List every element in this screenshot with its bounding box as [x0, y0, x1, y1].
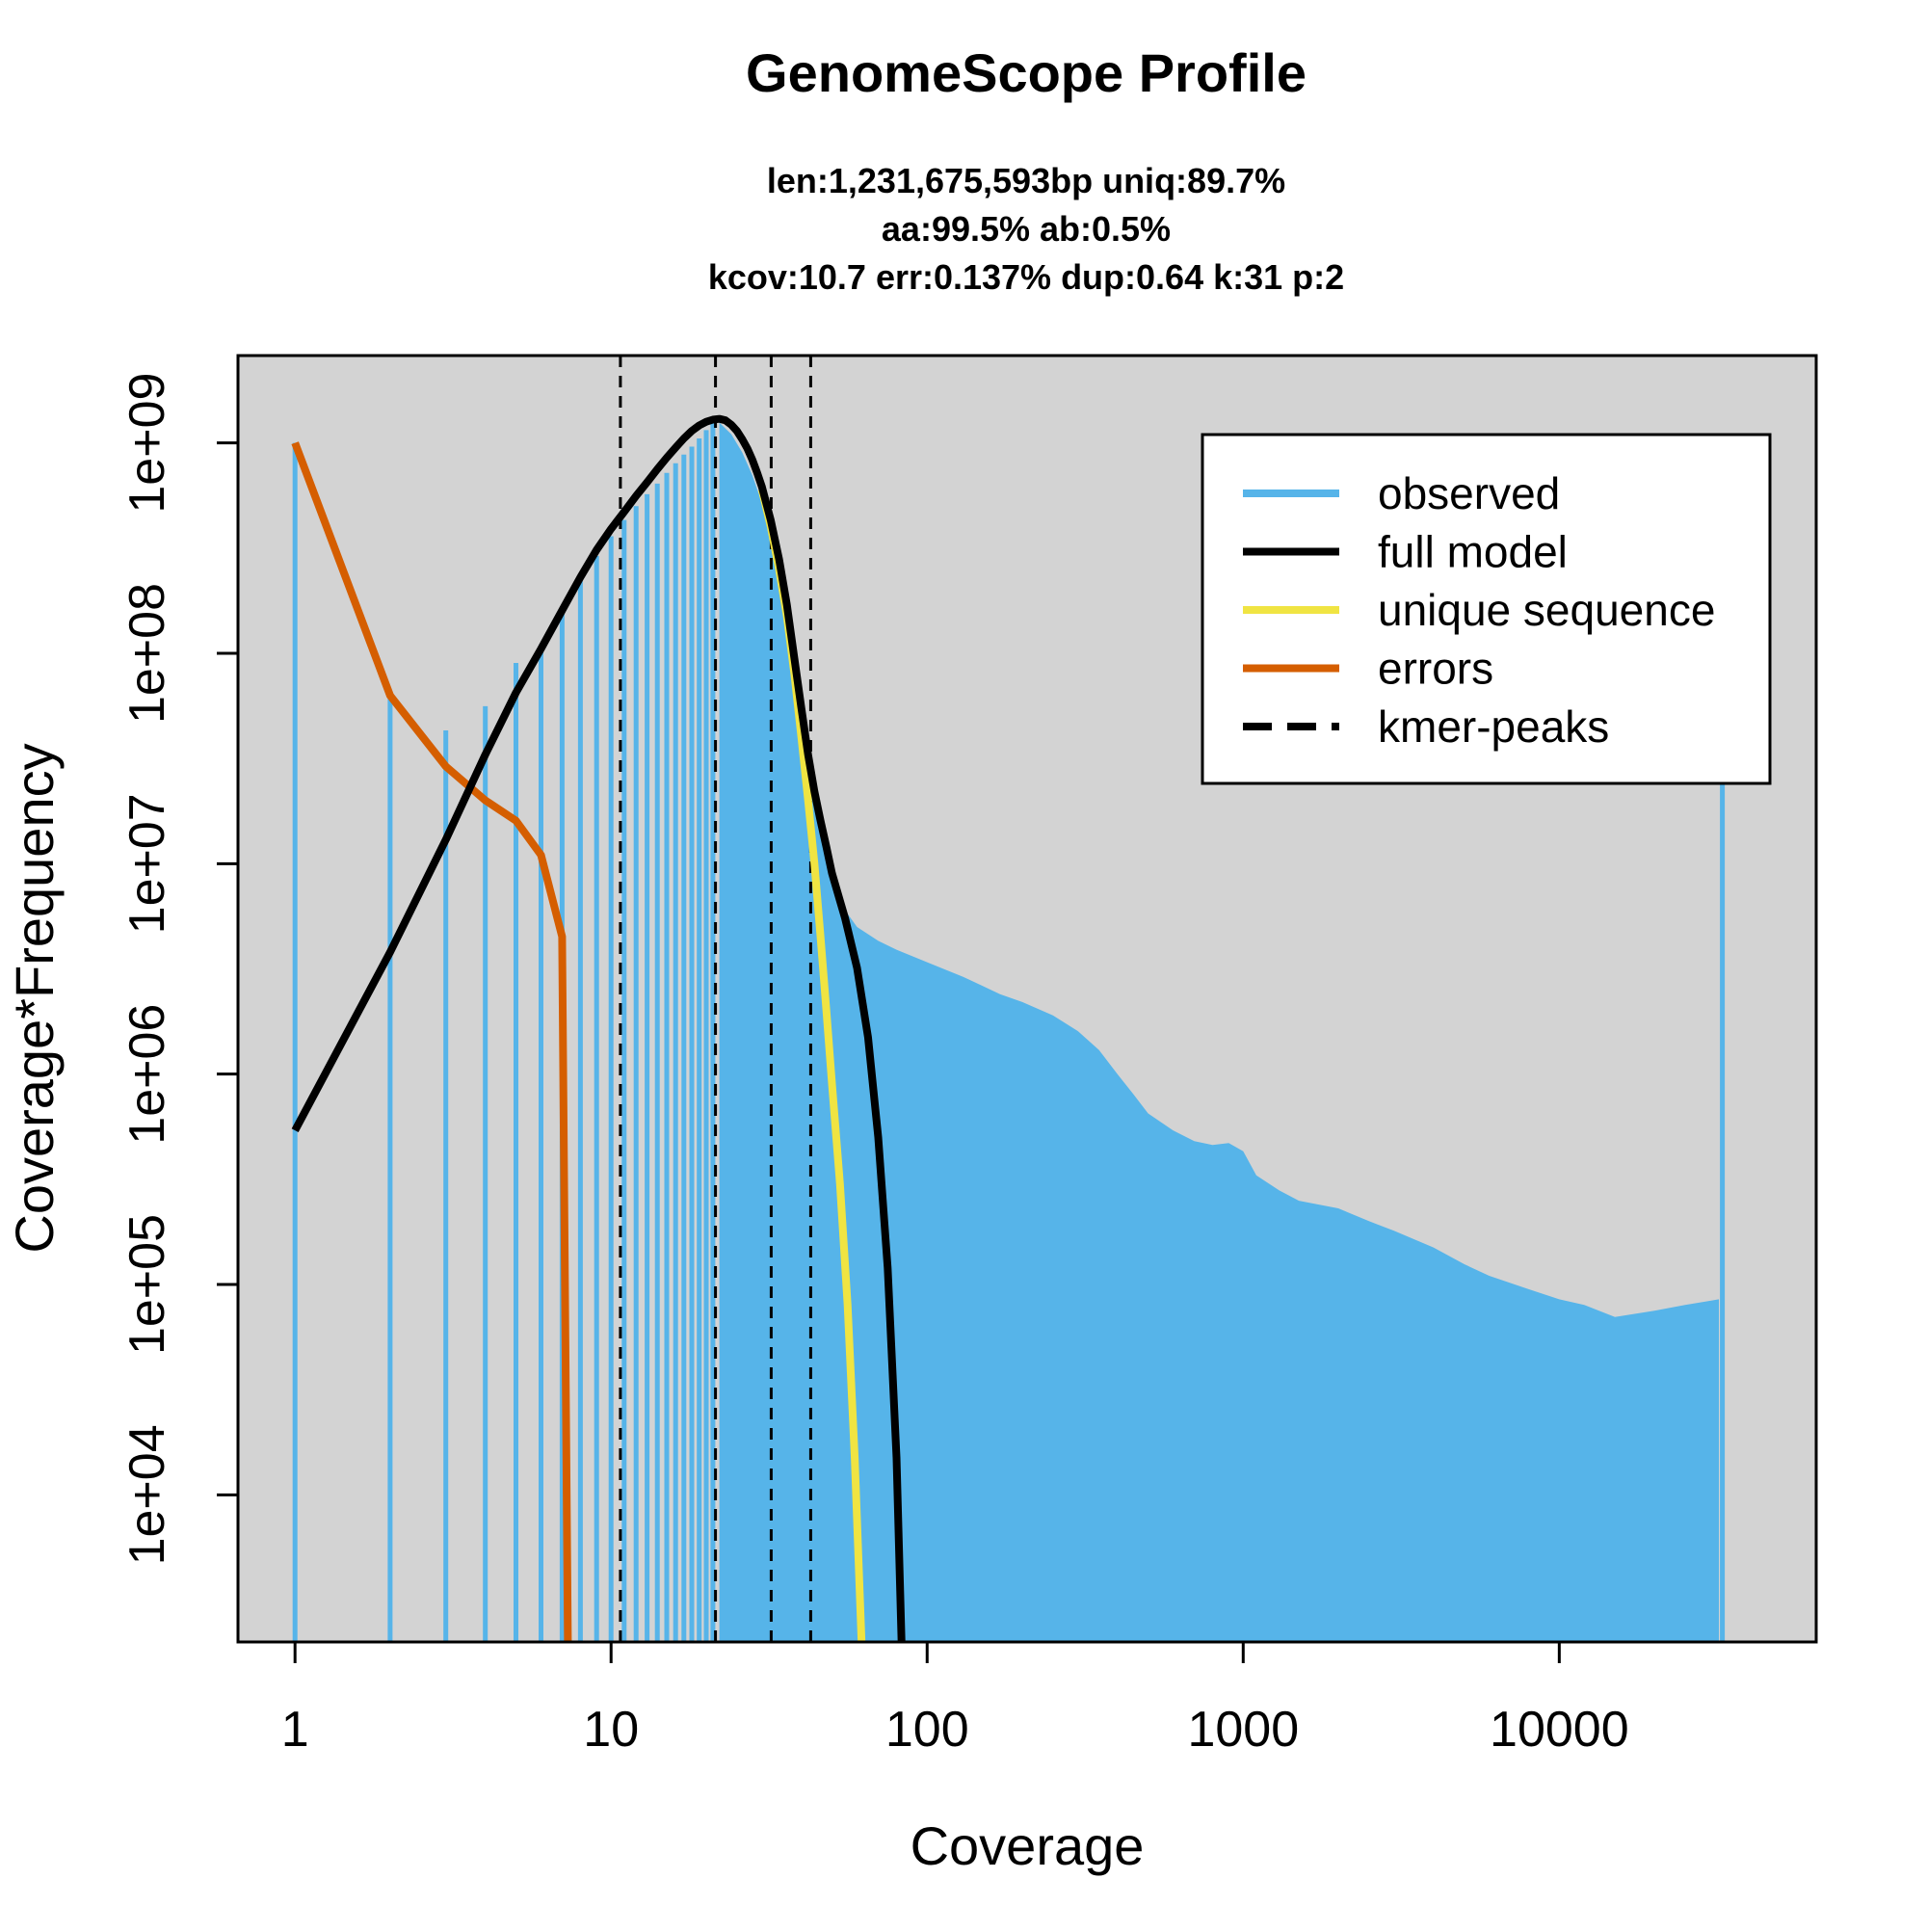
- legend-label-kmer-peaks: kmer-peaks: [1378, 701, 1609, 752]
- series-line-full-model: [291, 414, 906, 1642]
- legend: observed full model unique sequence errors k…: [1201, 433, 1772, 785]
- plot-content: [291, 356, 1726, 1642]
- legend-label-observed: observed: [1378, 468, 1560, 518]
- chart-subtitle-line-1: len:1,231,675,593bp uniq:89.7%: [767, 161, 1285, 200]
- chart-title: GenomeScope Profile: [746, 42, 1307, 103]
- x-tick-label-1000: 1000: [1187, 1702, 1299, 1758]
- x-tick-label-10000: 10000: [1490, 1702, 1629, 1758]
- y-tick-label-1e+08: 1e+08: [119, 583, 175, 724]
- y-tick-label-1e+04: 1e+04: [119, 1424, 175, 1565]
- plot-frame: [236, 354, 1818, 1644]
- x-tick-label-100: 100: [885, 1702, 969, 1758]
- legend-label-unique-sequence: unique sequence: [1378, 585, 1715, 635]
- x-axis: 1 10 100 1000 10000: [281, 1642, 1629, 1758]
- y-tick-label-1e+06: 1e+06: [119, 1004, 175, 1145]
- legend-label-full-model: full model: [1378, 527, 1568, 577]
- y-axis: 1e+04 1e+05 1e+06 1e+07 1e+08 1e+09: [119, 373, 238, 1565]
- chart-subtitle-line-3: kcov:10.7 err:0.137% dup:0.64 k:31 p:2: [708, 257, 1344, 297]
- x-tick-label-10: 10: [583, 1702, 639, 1758]
- y-tick-label-1e+07: 1e+07: [119, 793, 175, 934]
- y-axis-label: Coverage*Frequency: [4, 743, 65, 1253]
- x-axis-label: Coverage: [911, 1815, 1145, 1876]
- series-line-errors: [291, 441, 572, 1642]
- chart-subtitle-line-2: aa:99.5% ab:0.5%: [882, 209, 1171, 249]
- y-tick-label-1e+05: 1e+05: [119, 1214, 175, 1355]
- observed-histogram-area: [719, 422, 1719, 1642]
- legend-label-errors: errors: [1378, 644, 1493, 694]
- y-tick-label-1e+09: 1e+09: [119, 373, 175, 514]
- x-tick-label-1: 1: [281, 1702, 309, 1758]
